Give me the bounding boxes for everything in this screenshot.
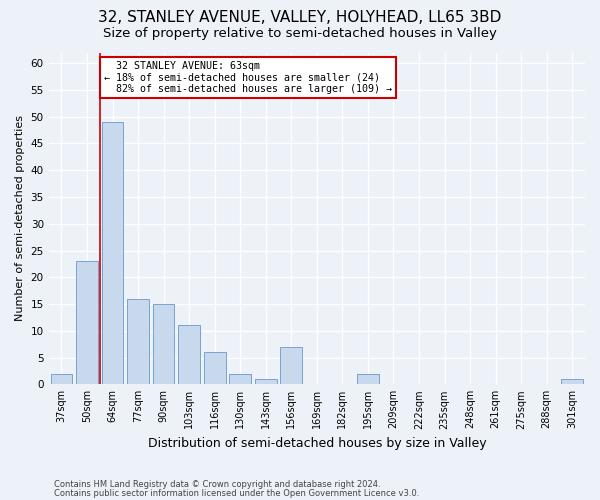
Bar (127, 298, 149, 384)
Text: Size of property relative to semi-detached houses in Valley: Size of property relative to semi-detach… (103, 28, 497, 40)
Bar (229, 374, 251, 384)
Text: Contains public sector information licensed under the Open Government Licence v3: Contains public sector information licen… (54, 489, 419, 498)
Y-axis label: Number of semi-detached properties: Number of semi-detached properties (15, 116, 25, 322)
Text: 32 STANLEY AVENUE: 63sqm
← 18% of semi-detached houses are smaller (24)
  82% of: 32 STANLEY AVENUE: 63sqm ← 18% of semi-d… (104, 60, 392, 94)
Bar (101, 122, 124, 384)
Bar (76, 261, 98, 384)
Text: Contains HM Land Registry data © Crown copyright and database right 2024.: Contains HM Land Registry data © Crown c… (54, 480, 380, 489)
Bar (178, 326, 200, 384)
Bar (357, 374, 379, 384)
Bar (50, 374, 72, 384)
Bar (280, 347, 302, 385)
Text: 32, STANLEY AVENUE, VALLEY, HOLYHEAD, LL65 3BD: 32, STANLEY AVENUE, VALLEY, HOLYHEAD, LL… (98, 10, 502, 25)
Bar (153, 304, 175, 384)
Bar (204, 352, 226, 384)
Bar (562, 379, 583, 384)
Bar (255, 379, 277, 384)
X-axis label: Distribution of semi-detached houses by size in Valley: Distribution of semi-detached houses by … (148, 437, 486, 450)
